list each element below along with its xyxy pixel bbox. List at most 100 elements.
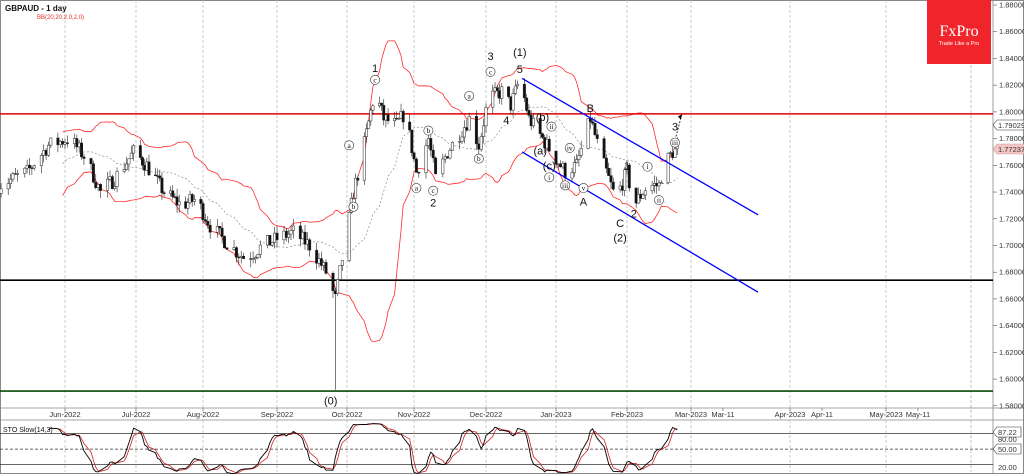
stoch-tag-50: 50.00 bbox=[992, 443, 1022, 455]
y-tick-label: 1.68000 bbox=[999, 268, 1024, 277]
candle-body bbox=[556, 163, 560, 166]
candle-body bbox=[338, 265, 342, 280]
x-tick-label: Apr-2023 bbox=[775, 410, 806, 419]
wave-label-circle bbox=[642, 161, 653, 172]
candle-body bbox=[232, 247, 236, 250]
x-tick-label: Jan-2023 bbox=[540, 410, 571, 419]
candle-body bbox=[315, 249, 319, 264]
candle-body bbox=[177, 201, 181, 206]
candle-body bbox=[559, 163, 563, 168]
candle-body bbox=[65, 142, 69, 144]
candle-body bbox=[467, 116, 471, 131]
candle-body bbox=[450, 142, 454, 151]
candle-body bbox=[575, 159, 579, 163]
y-tick-label: 1.70000 bbox=[999, 241, 1024, 250]
candle-body bbox=[298, 225, 302, 240]
wave-label-circle bbox=[485, 66, 496, 77]
wave-label: A bbox=[580, 196, 588, 208]
candle-body bbox=[333, 290, 337, 295]
candle-body bbox=[429, 138, 433, 151]
candle-body bbox=[431, 149, 435, 159]
candle-body bbox=[106, 178, 110, 191]
candle-body bbox=[354, 177, 358, 199]
candle-body bbox=[23, 167, 27, 174]
candle-body bbox=[443, 156, 447, 160]
wave-label-circle bbox=[670, 137, 680, 148]
logo-brand: FxPro bbox=[939, 23, 978, 40]
candle-body bbox=[234, 247, 238, 258]
candle-body bbox=[56, 137, 60, 146]
candle-body bbox=[192, 199, 196, 202]
wave-label-circle bbox=[348, 201, 359, 212]
wave-label-circle bbox=[560, 180, 571, 191]
candle-body bbox=[410, 129, 414, 154]
candle-body bbox=[352, 197, 355, 200]
logo-tagline: Trade Like a Pro bbox=[939, 41, 979, 47]
candle-body bbox=[270, 242, 274, 246]
candle-body bbox=[258, 244, 262, 255]
candle-body bbox=[49, 137, 53, 146]
candle-body bbox=[448, 150, 452, 159]
wave-label-circle bbox=[654, 195, 664, 205]
candle-body bbox=[477, 143, 481, 150]
candle-body bbox=[570, 172, 574, 179]
wave-label-circle bbox=[464, 90, 475, 101]
candle-body bbox=[347, 212, 351, 261]
y-tick-label: 1.66000 bbox=[999, 294, 1024, 303]
y-tick-label: 1.74000 bbox=[999, 188, 1024, 197]
candle-body bbox=[579, 148, 583, 156]
candle-body bbox=[186, 202, 190, 209]
candle-body bbox=[525, 97, 529, 111]
wave-label: 5 bbox=[517, 64, 523, 76]
candle-body bbox=[620, 185, 624, 191]
x-tick-label: Sep-2022 bbox=[261, 410, 294, 419]
candle-body bbox=[516, 83, 520, 87]
candle-body bbox=[115, 171, 119, 187]
candle-body bbox=[208, 224, 212, 233]
y-tick-label: 1.80000 bbox=[999, 107, 1024, 116]
candle-body bbox=[28, 164, 31, 169]
candle-body bbox=[382, 105, 386, 121]
candle-body bbox=[367, 120, 371, 130]
wave-label: 3 bbox=[487, 51, 493, 63]
wave-label: 2 bbox=[430, 198, 436, 210]
candle-body bbox=[446, 156, 450, 159]
candle-body bbox=[46, 144, 50, 156]
candle-body bbox=[623, 169, 627, 191]
wave-label-circle bbox=[546, 121, 557, 132]
candle-body bbox=[386, 114, 390, 122]
candle-body bbox=[462, 127, 466, 138]
candle-body bbox=[412, 152, 416, 160]
candle-body bbox=[13, 173, 17, 175]
wave-label: 1 bbox=[372, 63, 378, 75]
x-tick-label: Jul-2022 bbox=[122, 410, 151, 419]
price-tag-last: 1.77237 bbox=[992, 143, 1024, 155]
wave-label: C bbox=[616, 218, 624, 230]
wave-label: iii bbox=[562, 181, 568, 190]
wave-label: b bbox=[352, 202, 356, 211]
x-tick-label: Apr-11 bbox=[811, 410, 833, 419]
wave-label-circle bbox=[428, 185, 439, 196]
wave-label: a bbox=[415, 184, 419, 193]
candle-body bbox=[417, 172, 421, 174]
candle-body bbox=[414, 158, 418, 173]
bollinger-lower bbox=[62, 141, 678, 343]
candle-body bbox=[89, 158, 93, 164]
candle-body bbox=[289, 230, 293, 235]
candle-body bbox=[11, 173, 15, 180]
candle-body bbox=[397, 118, 401, 120]
stoch-level-80: 80.00 bbox=[998, 435, 1017, 444]
candle-body bbox=[522, 83, 526, 99]
candle-body bbox=[602, 138, 606, 159]
candle-body bbox=[110, 176, 114, 190]
candle-body bbox=[113, 186, 117, 190]
candle-body bbox=[251, 258, 255, 260]
candle-body bbox=[141, 157, 144, 166]
candle-body bbox=[538, 117, 542, 134]
wave-label: 4 bbox=[503, 115, 509, 127]
wave-label: a bbox=[468, 91, 472, 100]
candle-body bbox=[171, 190, 175, 198]
channel-line bbox=[521, 77, 759, 216]
candle-body bbox=[127, 158, 131, 165]
